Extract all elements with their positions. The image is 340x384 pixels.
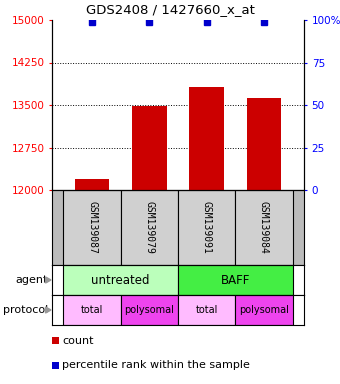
Text: GSM139079: GSM139079 (144, 201, 154, 254)
Bar (189, 87, 224, 190)
Bar (178, 295, 235, 325)
Text: untreated: untreated (91, 273, 150, 286)
Bar (52, 362, 59, 369)
Bar (178, 190, 235, 265)
Bar (64, 190, 121, 265)
Text: GDS2408 / 1427660_x_at: GDS2408 / 1427660_x_at (86, 3, 254, 17)
Bar (64, 295, 121, 325)
Bar (64, 265, 178, 295)
Text: BAFF: BAFF (221, 273, 250, 286)
Bar (121, 190, 178, 265)
Bar (247, 98, 281, 190)
Text: GSM139084: GSM139084 (259, 201, 269, 254)
Text: total: total (195, 305, 218, 315)
Text: total: total (81, 305, 103, 315)
Bar (132, 106, 167, 190)
Text: agent: agent (16, 275, 48, 285)
Text: count: count (62, 336, 94, 346)
Bar (235, 190, 292, 265)
Bar (75, 179, 109, 190)
Bar (121, 295, 178, 325)
Polygon shape (46, 277, 51, 283)
Text: polysomal: polysomal (124, 305, 174, 315)
Text: protocol: protocol (3, 305, 48, 315)
Bar (235, 295, 292, 325)
Bar (52, 338, 59, 344)
Text: GSM139091: GSM139091 (202, 201, 211, 254)
Text: polysomal: polysomal (239, 305, 289, 315)
Polygon shape (46, 307, 51, 313)
Bar (178, 265, 292, 295)
Text: GSM139087: GSM139087 (87, 201, 97, 254)
Text: percentile rank within the sample: percentile rank within the sample (62, 360, 250, 370)
